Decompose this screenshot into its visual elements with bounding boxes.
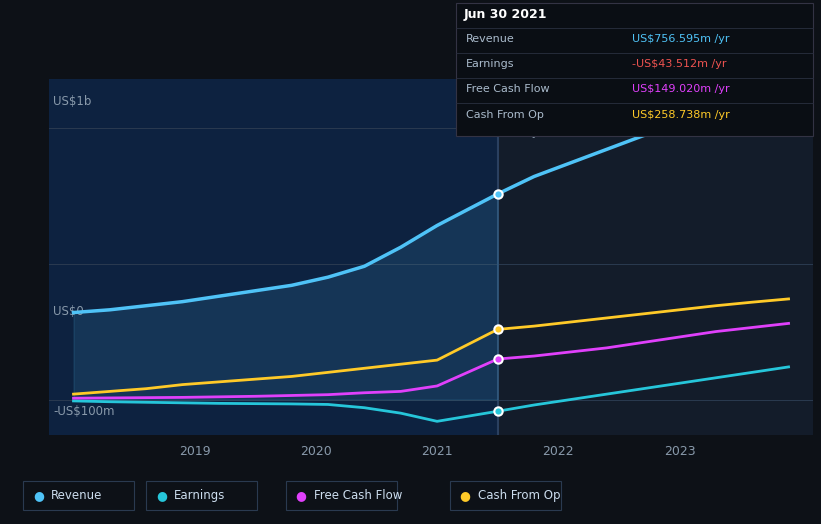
Text: Cash From Op: Cash From Op bbox=[466, 110, 544, 119]
Text: Analysts Forecasts: Analysts Forecasts bbox=[504, 125, 620, 138]
Text: Earnings: Earnings bbox=[466, 59, 514, 69]
Text: ●: ● bbox=[156, 489, 167, 501]
Text: Cash From Op: Cash From Op bbox=[478, 489, 560, 501]
Text: Earnings: Earnings bbox=[174, 489, 226, 501]
Text: ●: ● bbox=[296, 489, 306, 501]
Text: Revenue: Revenue bbox=[51, 489, 103, 501]
Text: Past: Past bbox=[466, 125, 492, 138]
Text: -US$100m: -US$100m bbox=[53, 405, 115, 418]
Bar bbox=[498, 79, 813, 435]
Text: Free Cash Flow: Free Cash Flow bbox=[314, 489, 402, 501]
Text: US$149.020m /yr: US$149.020m /yr bbox=[632, 84, 730, 94]
Text: Free Cash Flow: Free Cash Flow bbox=[466, 84, 549, 94]
Text: US$1b: US$1b bbox=[53, 95, 91, 107]
Text: Revenue: Revenue bbox=[466, 34, 514, 44]
Text: -US$43.512m /yr: -US$43.512m /yr bbox=[632, 59, 727, 69]
Text: ●: ● bbox=[33, 489, 44, 501]
Text: Jun 30 2021: Jun 30 2021 bbox=[464, 8, 548, 21]
Text: ●: ● bbox=[460, 489, 470, 501]
Bar bbox=[49, 79, 498, 435]
Text: US$756.595m /yr: US$756.595m /yr bbox=[632, 34, 730, 44]
Text: US$258.738m /yr: US$258.738m /yr bbox=[632, 110, 730, 119]
Text: US$0: US$0 bbox=[53, 305, 84, 319]
